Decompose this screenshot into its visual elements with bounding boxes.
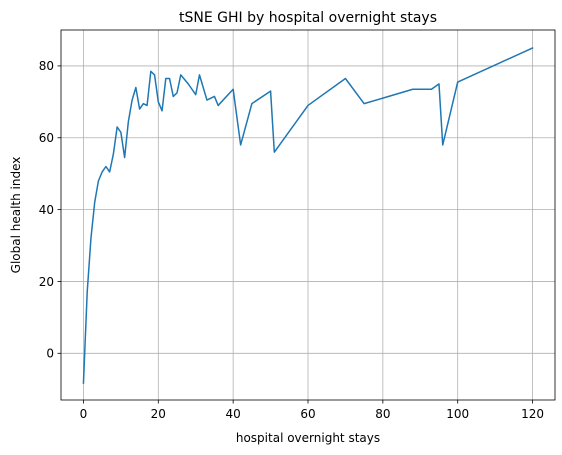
- y-tick-label: 20: [39, 275, 54, 289]
- series-line: [82, 46, 534, 384]
- y-tick-label: 80: [39, 59, 54, 73]
- x-tick-label: 100: [446, 407, 469, 421]
- x-tick-label: 80: [375, 407, 390, 421]
- x-tick-label: 0: [80, 407, 88, 421]
- axis-ticks: 0 20 40 60 80 100 120 0 20 40 60 80: [39, 59, 544, 421]
- y-tick-label: 0: [46, 347, 54, 361]
- x-tick-label: 120: [521, 407, 544, 421]
- chart-title: tSNE GHI by hospital overnight stays: [179, 10, 437, 26]
- y-axis-label: Global health index: [9, 157, 23, 274]
- x-tick-label: 20: [151, 407, 166, 421]
- x-axis-label: hospital overnight stays: [236, 431, 380, 445]
- series-layer: [82, 46, 534, 384]
- y-tick-label: 40: [39, 203, 54, 217]
- x-tick-label: 60: [300, 407, 315, 421]
- y-tick-label: 60: [39, 131, 54, 145]
- grid: [61, 30, 555, 400]
- x-tick-label: 40: [226, 407, 241, 421]
